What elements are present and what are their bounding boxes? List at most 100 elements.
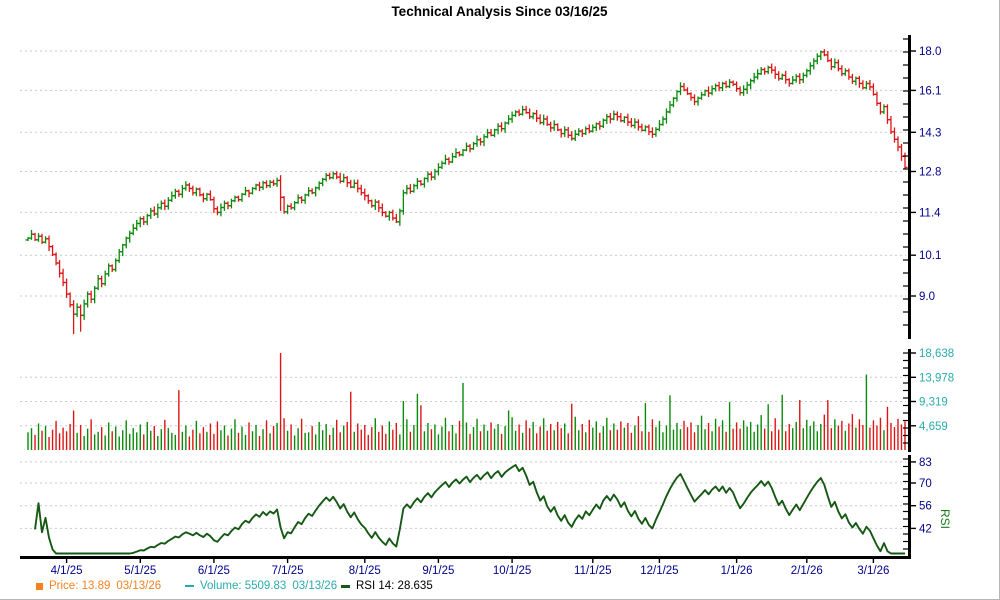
- ohlc-bar: [141, 216, 147, 225]
- ohlc-bar: [744, 81, 750, 94]
- ohlc-bar: [604, 113, 610, 125]
- chart-title: Technical Analysis Since 03/16/25: [391, 4, 608, 19]
- ohlc-bar: [583, 126, 589, 135]
- ohlc-bar: [176, 189, 182, 197]
- ohlc-bar: [263, 180, 270, 189]
- ohlc-bar: [372, 199, 378, 210]
- date-tick-label: 3/1/26: [857, 565, 889, 576]
- ohlc-bar: [218, 203, 224, 217]
- ohlc-bar: [158, 200, 164, 210]
- ohlc-bar: [390, 209, 396, 221]
- ohlc-bar: [832, 58, 838, 69]
- ohlc-bar: [786, 78, 792, 87]
- ohlc-bar: [867, 80, 873, 91]
- ohlc-bar: [807, 62, 813, 75]
- ohlc-bar: [734, 81, 740, 92]
- legend-volume-item: Volume: 5509.83 03/13/26: [185, 580, 337, 592]
- volume-axis-line: [908, 349, 911, 452]
- ohlc-bar: [590, 124, 596, 133]
- rsi-axis-tick-label: 42: [919, 523, 932, 535]
- ohlc-bar: [779, 73, 785, 81]
- ohlc-bar: [35, 233, 42, 242]
- ohlc-bar: [295, 194, 301, 204]
- ohlc-bar: [895, 136, 901, 152]
- date-tick-label: 1/1/26: [721, 565, 753, 576]
- ohlc-bar: [228, 198, 235, 209]
- ohlc-bar: [439, 160, 445, 170]
- volume-axis-tick-label: 13,978: [919, 372, 954, 384]
- ohlc-bar: [835, 59, 841, 72]
- ohlc-bar: [677, 82, 684, 96]
- ohlc-bar: [306, 187, 312, 197]
- ohlc-bar: [407, 184, 413, 194]
- ohlc-bar: [414, 177, 420, 190]
- ohlc-bar: [642, 125, 649, 132]
- price-legend-date: 03/13/26: [116, 580, 162, 592]
- ohlc-bar: [277, 175, 284, 211]
- ohlc-bar: [498, 122, 505, 132]
- ohlc-bar: [881, 104, 887, 115]
- date-tick-label: 12/1/25: [640, 565, 678, 576]
- ohlc-bar: [635, 119, 641, 131]
- ohlc-bar: [78, 304, 84, 332]
- ohlc-bar: [548, 121, 554, 132]
- ohlc-bar: [179, 184, 185, 198]
- date-tick-label: 4/1/25: [51, 565, 83, 576]
- price-axis: 18.0 16.1 14.3 12.8 11.4 10.1 9.0: [903, 35, 941, 339]
- price-axis-tick-label: 9.0: [919, 291, 935, 303]
- ohlc-bar: [691, 94, 698, 106]
- price-axis-tick-label: 10.1: [919, 250, 941, 262]
- ohlc-bar: [211, 196, 217, 213]
- ohlc-bar: [769, 63, 775, 74]
- ohlc-bar: [751, 72, 757, 84]
- ohlc-bar: [28, 229, 35, 240]
- ohlc-bar: [358, 184, 364, 196]
- ohlc-bar: [288, 203, 294, 210]
- ohlc-bar: [334, 171, 340, 180]
- ohlc-bar: [190, 185, 196, 196]
- ohlc-bar: [737, 86, 743, 96]
- ohlc-bar: [355, 179, 361, 193]
- ohlc-bar: [186, 182, 192, 192]
- x-axis-line: [20, 556, 911, 559]
- ohlc-bar: [376, 200, 382, 213]
- volume-axis: 18,638 13,978 9,319 4,659: [903, 348, 954, 452]
- rsi-axis-tick-label: 70: [919, 478, 932, 490]
- ohlc-bar: [797, 73, 803, 85]
- volume-legend-marker-icon: [185, 585, 194, 587]
- ohlc-bar: [572, 129, 578, 141]
- ohlc-bar: [516, 109, 522, 117]
- rsi-axis: 83 70 56 42: [903, 455, 932, 558]
- ohlc-bar: [172, 188, 178, 199]
- ohlc-bar: [656, 120, 663, 132]
- ohlc-bar: [846, 68, 852, 80]
- ohlc-bar: [183, 181, 189, 191]
- legend: Price: 13.89 03/13/26 Volume: 5509.83 03…: [0, 580, 999, 598]
- ohlc-bar: [814, 53, 820, 65]
- rsi-legend-marker-icon: [341, 584, 350, 588]
- ohlc-bar: [551, 120, 557, 131]
- ohlc-bar: [379, 203, 385, 217]
- price-axis-tick-label: 11.4: [919, 207, 941, 219]
- ohlc-bar: [772, 66, 778, 79]
- rsi-line: [34, 464, 905, 555]
- ohlc-bar: [344, 176, 350, 188]
- ohlc-bar: [527, 108, 533, 120]
- rsi-legend-label: RSI 14: 28.635: [356, 580, 433, 592]
- ohlc-bar: [793, 74, 799, 83]
- ohlc-bar: [776, 71, 782, 81]
- ohlc-bar: [270, 179, 277, 186]
- volume-legend-date: 03/13/26: [292, 580, 338, 592]
- volume-legend-label: Volume: 5509.83: [200, 580, 287, 592]
- ohlc-bar: [902, 152, 908, 170]
- ohlc-bar: [274, 177, 280, 187]
- ohlc-bar: [169, 191, 175, 202]
- ohlc-bar: [162, 199, 168, 211]
- ohlc-bar: [148, 207, 154, 219]
- price-axis-tick-label: 16.1: [919, 85, 941, 97]
- ohlc-bar: [200, 192, 206, 203]
- ohlc-bar: [214, 206, 221, 216]
- ohlc-bar: [316, 181, 322, 191]
- date-tick-label: 10/1/25: [493, 565, 531, 576]
